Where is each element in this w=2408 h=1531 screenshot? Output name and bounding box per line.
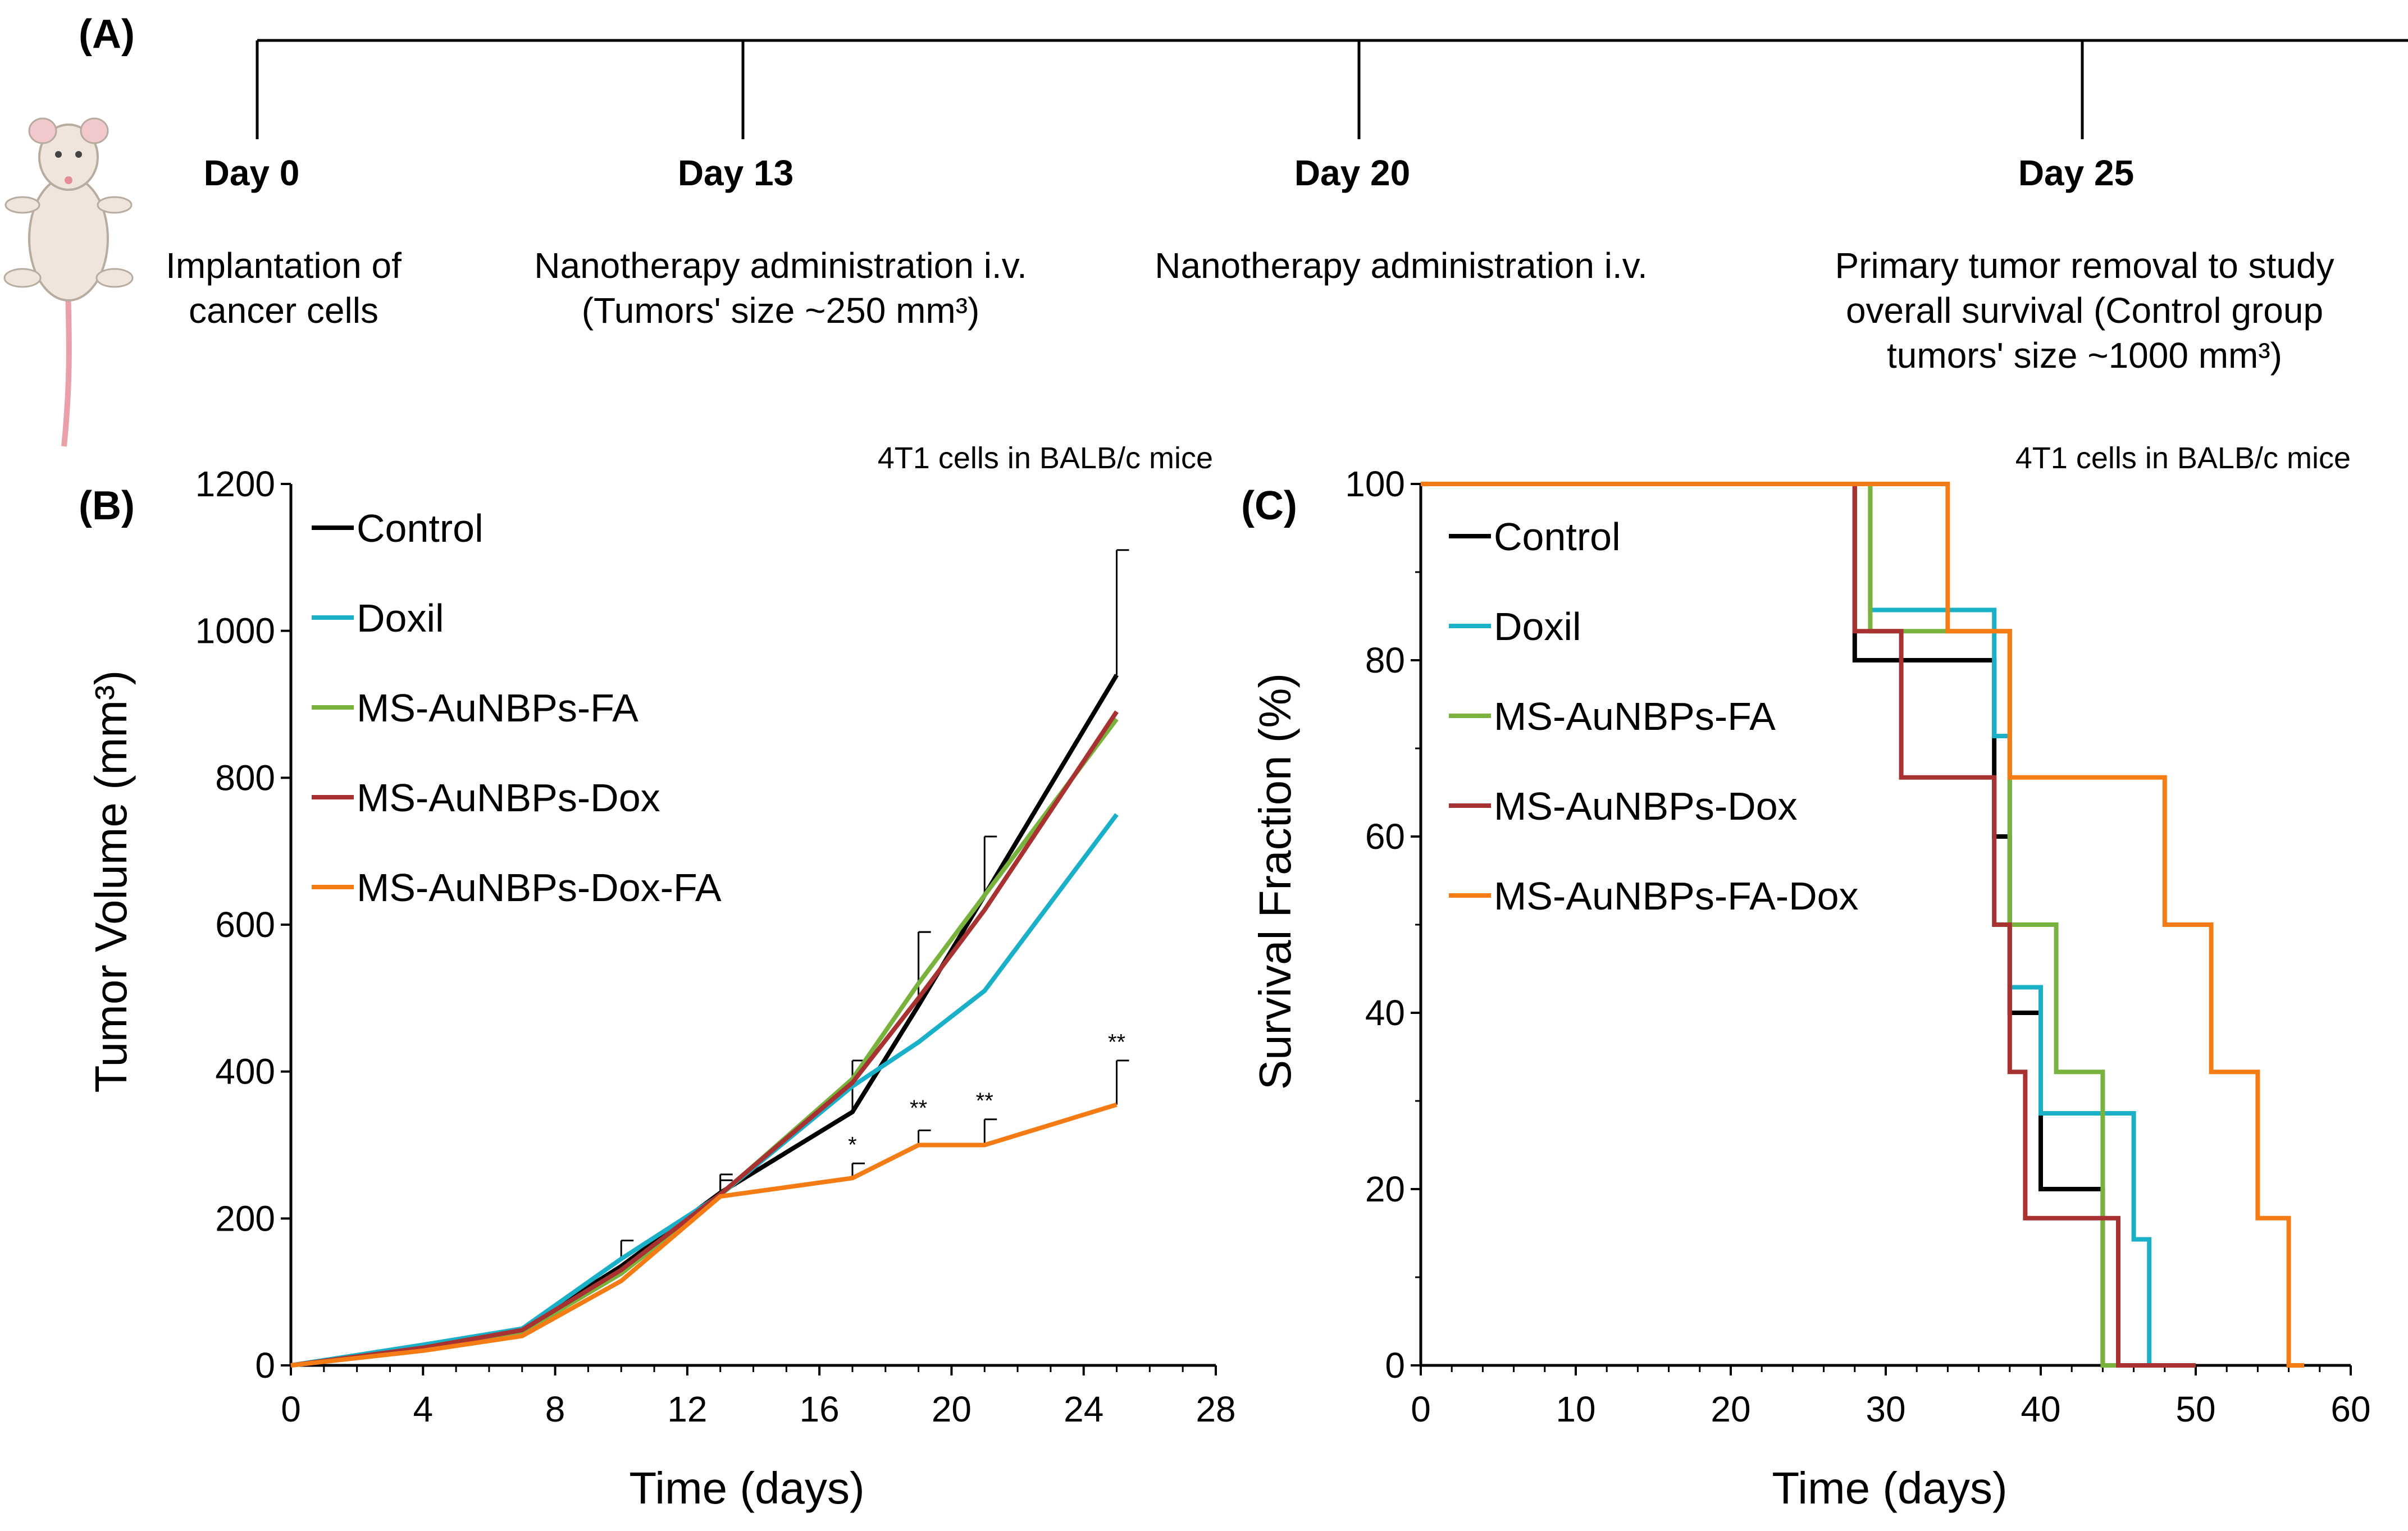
chartB-legend-label: Control xyxy=(357,506,484,550)
timeline-event-2: Day 20 Nanotherapy administration i.v. xyxy=(1155,40,1648,286)
chart-c-x-axis-title: Time (days) xyxy=(1772,1463,2007,1513)
chartC-x-tick-label: 40 xyxy=(2021,1389,2060,1429)
chartB-legend-label: Doxil xyxy=(357,596,444,640)
chartC-x-tick-label: 50 xyxy=(2176,1389,2215,1429)
chart-c-legend: Control Doxil MS-AuNBPs-FA MS-AuNBPs-Dox MS-… xyxy=(1449,515,1859,918)
chart-b-x-axis-title: Time (days) xyxy=(629,1463,864,1513)
chartB-x-tick-label: 8 xyxy=(545,1389,565,1429)
chartB-y-tick-label: 1200 xyxy=(195,464,275,504)
panel-a-label: (A) xyxy=(79,12,135,57)
chartB-legend-label: MS-AuNBPs-FA xyxy=(357,686,639,730)
event-desc-line: cancer cells xyxy=(189,290,378,331)
chartB-y-tick-label: 800 xyxy=(215,757,275,798)
chart-b-subtitle: 4T1 cells in BALB/c mice xyxy=(878,441,1213,475)
chart-b-y-axis-title: Tumor Volume (mm³) xyxy=(86,670,136,1093)
event-desc-line: Nanotherapy administration i.v. xyxy=(1155,245,1647,286)
chartB-x-tick-label: 16 xyxy=(800,1389,840,1429)
chartB-x-tick-label: 20 xyxy=(932,1389,972,1429)
event-day: Day 13 xyxy=(678,153,793,193)
panel-c-label: (C) xyxy=(1241,483,1297,528)
event-desc-line: tumors' size ~1000 mm³) xyxy=(1887,335,2282,376)
chartC-series-ms-aunbps-dox xyxy=(1421,482,2196,1368)
chartB-significance-label: ** xyxy=(1108,1030,1125,1054)
event-desc-line: Primary tumor removal to study xyxy=(1835,245,2334,286)
tumor-volume-chart: (B) 4T1 cells in BALB/c mice Time (days)… xyxy=(79,441,1236,1513)
chartC-legend-label: MS-AuNBPs-FA xyxy=(1494,694,1776,738)
event-day: Day 0 xyxy=(204,153,300,193)
chartC-x-tick-label: 0 xyxy=(1411,1389,1431,1429)
timeline-event-0: Day 0 Implantation of cancer cells xyxy=(166,40,402,331)
chartB-y-tick-label: 600 xyxy=(215,904,275,945)
chart-c-subtitle: 4T1 cells in BALB/c mice xyxy=(2015,441,2351,475)
chartC-legend-label: Control xyxy=(1494,515,1621,559)
chart-c-y-axis-title: Survival Fraction (%) xyxy=(1250,673,1300,1090)
chartC-y-tick-label: 0 xyxy=(1385,1345,1405,1386)
chartB-legend-label: MS-AuNBPs-Dox xyxy=(357,776,660,820)
chartC-legend-label: MS-AuNBPs-Dox xyxy=(1494,784,1798,828)
chartC-y-tick-label: 60 xyxy=(1365,816,1405,857)
chartB-y-tick-label: 1000 xyxy=(195,611,275,651)
chartB-x-tick-label: 12 xyxy=(667,1389,707,1429)
chartB-x-tick-label: 0 xyxy=(281,1389,301,1429)
chartC-y-tick-label: 80 xyxy=(1365,640,1405,680)
chartC-x-tick-label: 10 xyxy=(1556,1389,1595,1429)
chart-b-legend: Control Doxil MS-AuNBPs-FA MS-AuNBPs-Dox MS-… xyxy=(312,506,722,910)
chartB-significance-label: * xyxy=(848,1133,857,1158)
event-day: Day 20 xyxy=(1294,153,1410,193)
event-desc-line: Implantation of xyxy=(166,245,402,286)
survival-chart: (C) 4T1 cells in BALB/c mice Time (days)… xyxy=(1241,441,2371,1513)
timeline-event-1: Day 13 Nanotherapy administration i.v. (… xyxy=(534,40,1027,331)
chartC-legend-label: Doxil xyxy=(1494,605,1581,648)
event-desc-line: Nanotherapy administration i.v. xyxy=(534,245,1027,286)
chartB-series-ms-aunbps-dox-fa xyxy=(290,1102,1118,1368)
chartC-x-tick-label: 60 xyxy=(2331,1389,2370,1429)
chartB-y-tick-label: 200 xyxy=(215,1198,275,1238)
chartB-significance-label: ** xyxy=(910,1096,927,1121)
chartC-y-tick-label: 100 xyxy=(1345,464,1405,504)
event-day: Day 25 xyxy=(2018,153,2134,193)
chartB-y-tick-label: 400 xyxy=(215,1052,275,1092)
panel-b-label: (B) xyxy=(79,483,135,528)
chartC-y-tick-label: 40 xyxy=(1365,993,1405,1033)
chartB-legend-label: MS-AuNBPs-Dox-FA xyxy=(357,866,722,910)
chartB-significance-label: ** xyxy=(976,1089,993,1113)
chartC-series-ms-aunbps-fa-dox xyxy=(1421,482,2305,1368)
chartB-x-tick-label: 24 xyxy=(1064,1389,1103,1429)
event-desc-line: overall survival (Control group xyxy=(1846,290,2323,331)
chartB-y-tick-label: 0 xyxy=(255,1345,275,1386)
panel-a: (A) Day 0 Implantation of cancer cells xyxy=(3,12,2408,447)
chartC-y-tick-label: 20 xyxy=(1365,1169,1405,1209)
mouse-icon xyxy=(3,117,134,447)
event-desc-line: (Tumors' size ~250 mm³) xyxy=(582,290,980,331)
timeline-event-3: Day 25 Primary tumor removal to study ov… xyxy=(1835,40,2334,376)
chartB-x-tick-label: 28 xyxy=(1196,1389,1235,1429)
chartC-x-tick-label: 20 xyxy=(1711,1389,1750,1429)
chartC-legend-label: MS-AuNBPs-FA-Dox xyxy=(1494,874,1859,918)
chartB-x-tick-label: 4 xyxy=(413,1389,433,1429)
chartC-x-tick-label: 30 xyxy=(1866,1389,1905,1429)
